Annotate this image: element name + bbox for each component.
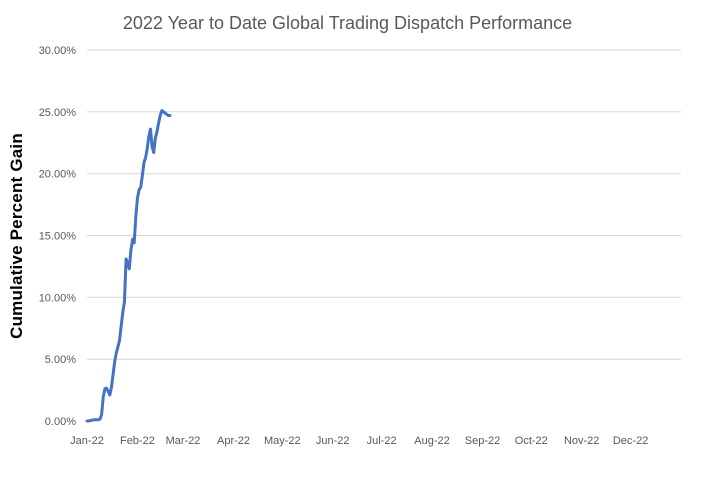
y-tick-label: 5.00% [45, 354, 76, 366]
x-tick-label: Dec-22 [613, 435, 648, 447]
x-tick-label: Jul-22 [367, 435, 397, 447]
series-line [85, 109, 172, 423]
y-tick-label: 15.00% [39, 231, 77, 243]
y-tick-label: 25.00% [39, 107, 77, 119]
x-tick-label: Jun-22 [316, 435, 350, 447]
chart-title: 2022 Year to Date Global Trading Dispatc… [122, 13, 573, 33]
x-tick-label: Mar-22 [166, 435, 201, 447]
y-tick-label: 0.00% [45, 416, 76, 428]
x-tick-label: Sep-22 [465, 435, 500, 447]
x-tick-label: Aug-22 [414, 435, 449, 447]
x-tick-label: Feb-22 [120, 435, 155, 447]
y-tick-label: 30.00% [39, 45, 77, 57]
x-tick-label: Apr-22 [217, 435, 250, 447]
y-tick-label: 10.00% [39, 292, 77, 304]
x-tick-label: Oct-22 [515, 435, 548, 447]
x-tick-label: Nov-22 [564, 435, 599, 447]
x-tick-label: Jan-22 [70, 435, 104, 447]
y-tick-label: 20.00% [39, 169, 77, 181]
x-tick-label: May-22 [264, 435, 301, 447]
